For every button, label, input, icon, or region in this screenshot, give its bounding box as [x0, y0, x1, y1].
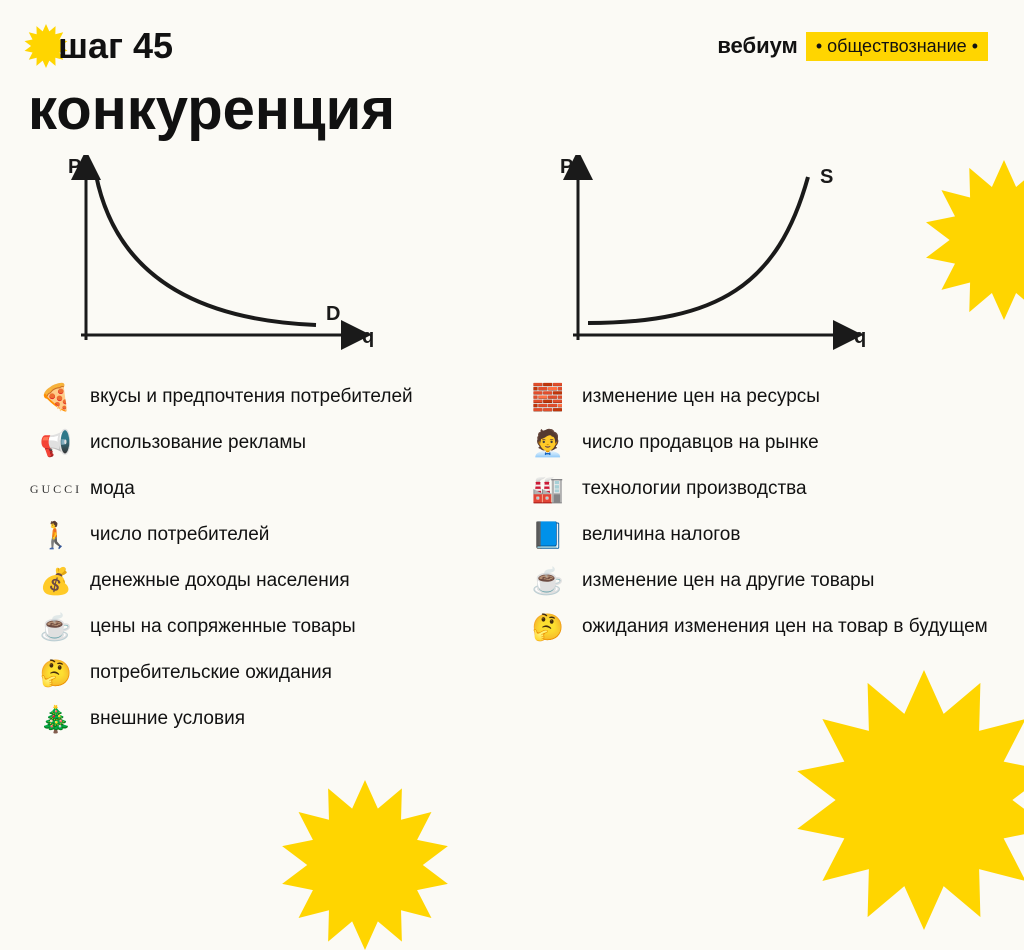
svg-text:P: P [560, 156, 573, 178]
demand-item-label: мода [90, 477, 135, 501]
supply-item: 🤔 ожидания изменения цен на товар в будущ… [528, 610, 1000, 644]
subject-badge: • обществознание • [806, 32, 988, 61]
demand-item-label: вкусы и предпочтения потребителей [90, 385, 413, 409]
demand-item-label: потребительские ожидания [90, 661, 332, 685]
demand-item: 🤔 потребительские ожидания [36, 656, 508, 690]
supply-item-icon: 🧑‍💼 [528, 426, 568, 460]
demand-item-icon: 🎄 [36, 702, 76, 736]
supply-item-label: величина налогов [582, 523, 740, 547]
demand-chart: P q D [56, 155, 376, 355]
demand-item: ☕ цены на сопряженные товары [36, 610, 508, 644]
demand-item-icon: GUCCI [36, 472, 76, 506]
demand-item: 🚶 число потребителей [36, 518, 508, 552]
demand-item: GUCCI мода [36, 472, 508, 506]
supply-item-label: число продавцов на рынке [582, 431, 819, 455]
demand-item-icon: 🚶 [36, 518, 76, 552]
supply-item-label: ожидания изменения цен на товар в будуще… [582, 615, 988, 639]
svg-text:q: q [854, 326, 866, 348]
supply-item: 🧑‍💼 число продавцов на рынке [528, 426, 1000, 460]
demand-item-icon: 🍕 [36, 380, 76, 414]
demand-item-label: денежные доходы населения [90, 569, 350, 593]
brand-wrap: вебиум • обществознание • [717, 32, 988, 61]
supply-item-label: изменение цен на ресурсы [582, 385, 820, 409]
supply-factors-list: 🧱 изменение цен на ресурсы 🧑‍💼 число продав… [528, 380, 1000, 644]
step-label: шаг 45 [58, 25, 173, 67]
demand-item: 🍕 вкусы и предпочтения потребителей [36, 380, 508, 414]
demand-item: 📢 использование рекламы [36, 426, 508, 460]
demand-item-label: использование рекламы [90, 431, 306, 455]
supply-item-label: технологии производства [582, 477, 807, 501]
demand-item-label: цены на сопряженные товары [90, 615, 356, 639]
demand-column: P q D 🍕вкусы и предпочтения потребителей… [56, 155, 508, 736]
decor-star-right [924, 160, 1024, 320]
supply-item: 🏭 технологии производства [528, 472, 1000, 506]
demand-item-icon: 💰 [36, 564, 76, 598]
page-title: конкуренция [28, 76, 1024, 143]
svg-text:D: D [326, 303, 340, 325]
supply-item: 📘 величина налогов [528, 518, 1000, 552]
svg-text:S: S [820, 166, 833, 188]
supply-chart: P q S [548, 155, 868, 355]
supply-item-icon: ☕ [528, 564, 568, 598]
decor-star-bottom-right [794, 670, 1024, 930]
demand-item: 💰 денежные доходы населения [36, 564, 508, 598]
demand-item-label: внешние условия [90, 707, 245, 731]
supply-item: ☕ изменение цен на другие товары [528, 564, 1000, 598]
supply-item: 🧱 изменение цен на ресурсы [528, 380, 1000, 414]
supply-item-icon: 📘 [528, 518, 568, 552]
demand-item-icon: ☕ [36, 610, 76, 644]
demand-factors-list: 🍕 вкусы и предпочтения потребителей 📢 испол… [36, 380, 508, 736]
supply-item-icon: 🧱 [528, 380, 568, 414]
supply-item-icon: 🏭 [528, 472, 568, 506]
columns: P q D 🍕 вкусы и предпочтения потребителей… [0, 143, 1024, 736]
step-indicator: шаг 45 [24, 24, 173, 68]
demand-item-label: число потребителей [90, 523, 269, 547]
demand-item-icon: 🤔 [36, 656, 76, 690]
demand-item-icon: 📢 [36, 426, 76, 460]
brand-name: вебиум [717, 33, 798, 59]
demand-item: 🎄 внешние условия [36, 702, 508, 736]
supply-item-label: изменение цен на другие товары [582, 569, 874, 593]
svg-text:q: q [362, 326, 374, 348]
supply-item-icon: 🤔 [528, 610, 568, 644]
header: шаг 45 вебиум • обществознание • [0, 0, 1024, 68]
svg-text:P: P [68, 156, 81, 178]
decor-star-bottom-left [280, 780, 450, 950]
